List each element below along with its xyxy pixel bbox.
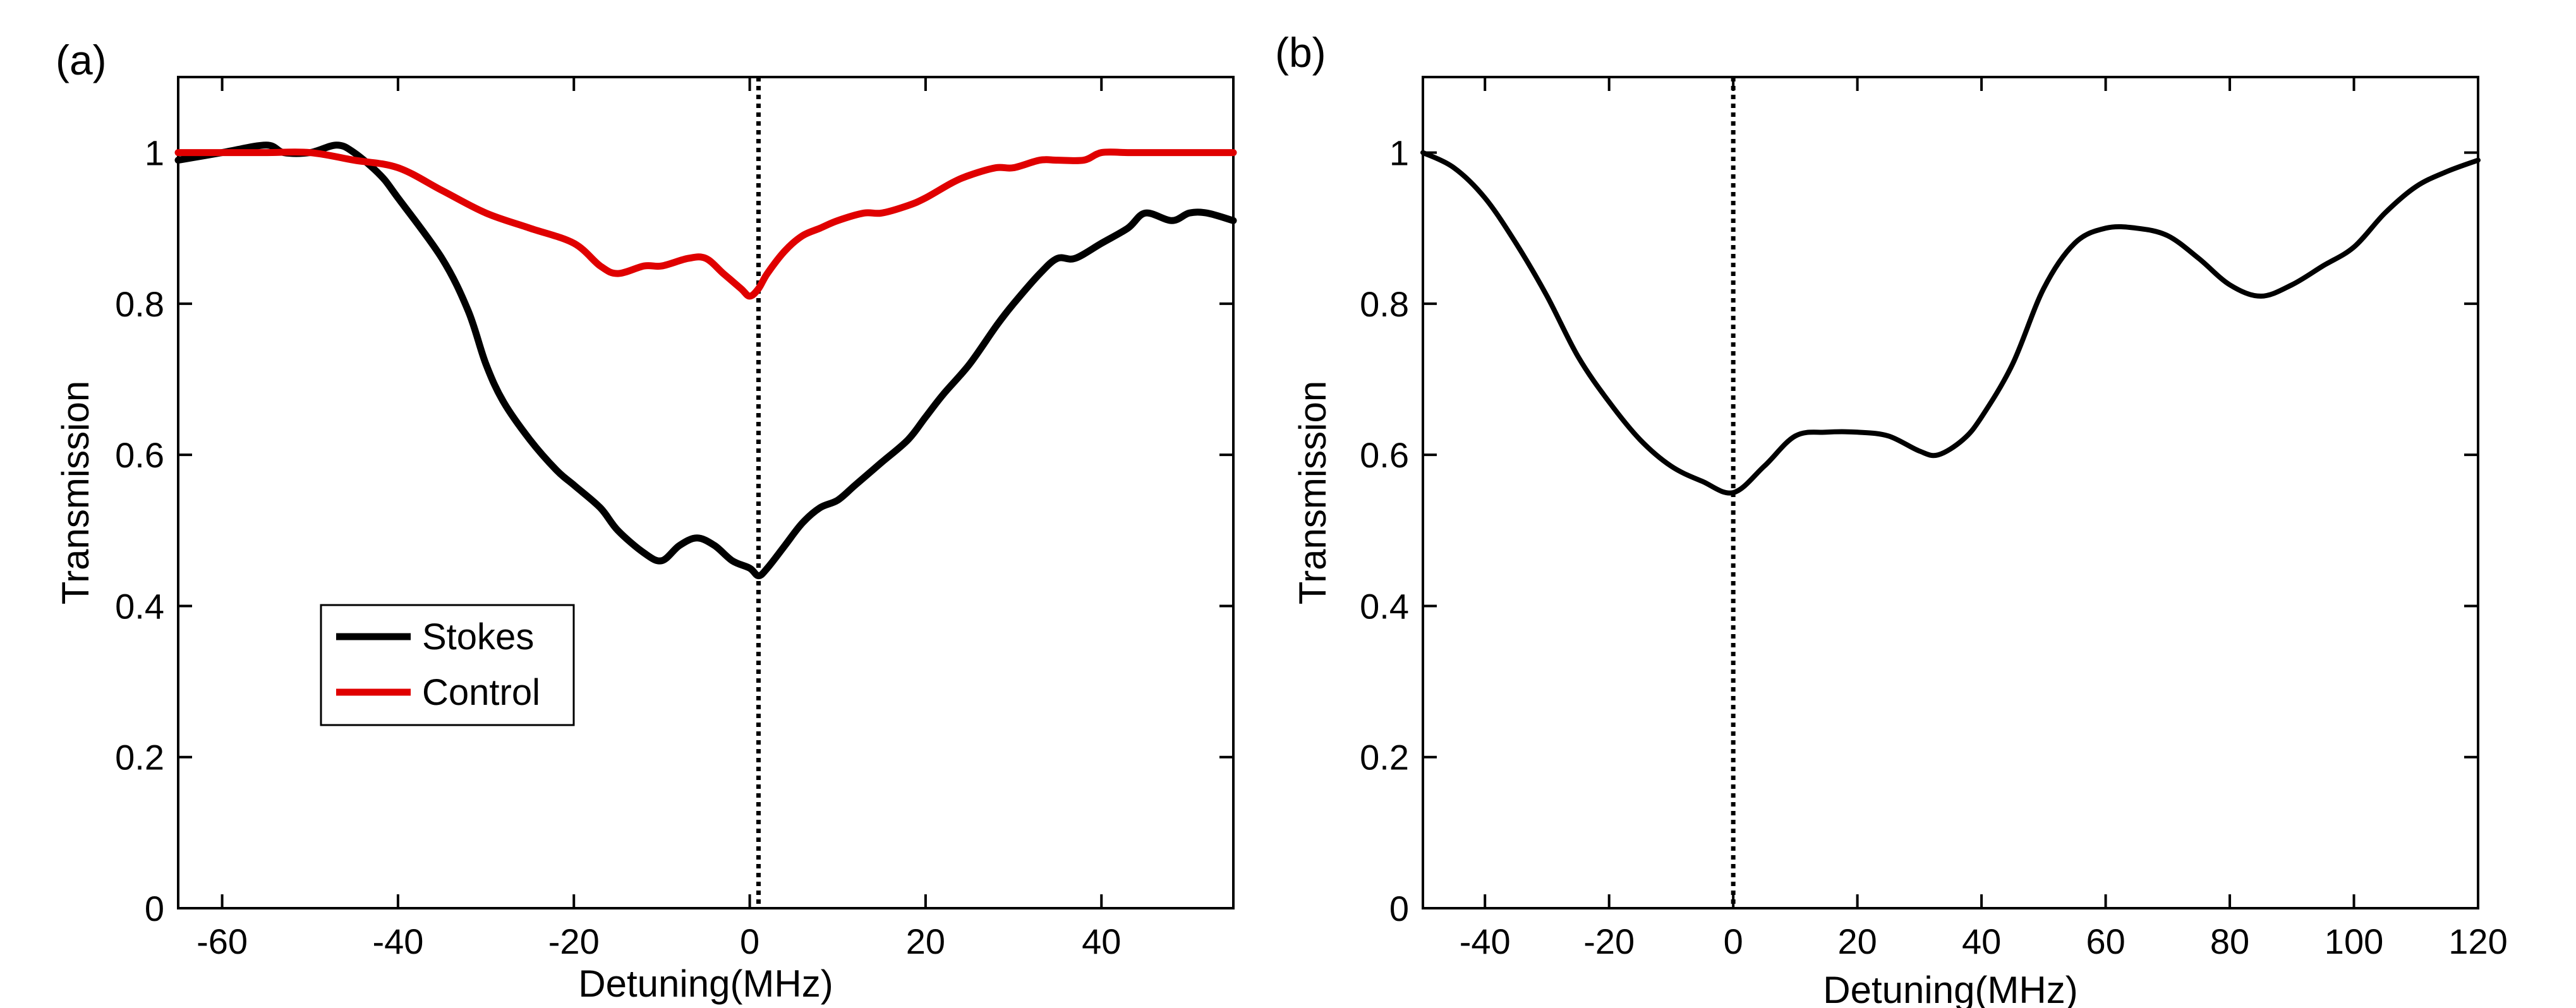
x-tick-label: -40	[372, 921, 423, 961]
x-tick-label: 20	[906, 921, 945, 961]
x-axis-title-b: Detuning(MHz)	[1823, 969, 2077, 1008]
plot-frame-b	[1422, 76, 2479, 909]
series-line-control	[174, 148, 1237, 300]
x-tick-label: 40	[1082, 921, 1121, 961]
x-axis-title-a: Detuning(MHz)	[578, 963, 833, 1005]
y-tick-label: 0	[145, 889, 164, 928]
x-tick-labels-b: -40 -20 0 20 40 60 80 100 120	[1460, 921, 2508, 961]
x-tick-label: -20	[1583, 921, 1635, 961]
y-tick-label: 0.6	[115, 435, 164, 475]
chart-panel-b: (b) -40 -20 0 20 40 60 80 100 120 0 0.2 0.4 0.6 0.8 1…	[1275, 29, 2508, 1008]
y-tick-label: 0.2	[1360, 738, 1409, 777]
legend-label-control: Control	[422, 672, 540, 713]
y-axis-title-b: Transmission	[1291, 381, 1334, 605]
x-tick-label: 40	[1962, 921, 2001, 961]
series-line-transmission	[1420, 150, 2481, 496]
y-tick-labels-b: 0 0.2 0.4 0.6 0.8 1	[1360, 133, 1409, 928]
x-tick-label: -60	[197, 921, 248, 961]
y-tick-label: 0	[1389, 889, 1409, 928]
y-axis-title-a: Transmission	[54, 381, 97, 605]
tick-marks-a	[178, 77, 1233, 909]
series-line-stokes	[174, 141, 1237, 580]
legend-label-stokes: Stokes	[422, 616, 534, 657]
y-tick-label: 0.8	[115, 284, 164, 324]
y-tick-label: 1	[145, 133, 164, 173]
panel-label-a: (a)	[56, 37, 107, 83]
y-tick-label: 0.2	[115, 738, 164, 777]
legend-box	[320, 604, 575, 726]
y-tick-label: 0.4	[1360, 586, 1409, 626]
x-tick-label: 0	[1724, 921, 1743, 961]
legend: Stokes Control	[320, 604, 575, 726]
x-tick-labels-a: -60 -40 -20 0 20 40	[197, 921, 1121, 961]
x-tick-label: 80	[2210, 921, 2249, 961]
chart-panel-a: (a) -60 -40 -20 0 20 40 0 0.2 0.4 0.6 0.8 1 Detuni…	[54, 37, 1237, 1005]
x-tick-label: 0	[740, 921, 759, 961]
tick-marks-b	[1423, 77, 2479, 909]
x-tick-label: 60	[2086, 921, 2125, 961]
y-tick-label: 0.4	[115, 586, 164, 626]
x-tick-label: -20	[548, 921, 600, 961]
plot-frame-a	[177, 76, 1235, 909]
panel-label-b: (b)	[1275, 29, 1326, 76]
y-tick-label: 0.8	[1360, 284, 1409, 324]
x-tick-label: -40	[1460, 921, 1511, 961]
y-tick-label: 0.6	[1360, 435, 1409, 475]
x-tick-label: 120	[2448, 921, 2507, 961]
y-tick-labels-a: 0 0.2 0.4 0.6 0.8 1	[115, 133, 164, 928]
x-tick-label: 100	[2325, 921, 2383, 961]
x-tick-label: 20	[1837, 921, 1877, 961]
y-tick-label: 1	[1389, 133, 1409, 173]
